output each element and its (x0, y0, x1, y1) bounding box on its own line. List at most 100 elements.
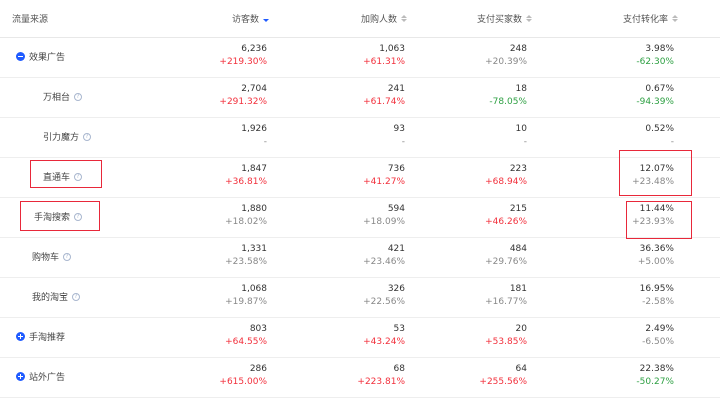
row-label: 手淘推荐 (29, 333, 66, 343)
table-header: 流量来源 访客数 加购人数 支付买家数 支付转化率 (0, 0, 720, 38)
visitors-value: 1,331 (241, 244, 267, 254)
carts-value: 53 (393, 324, 405, 334)
visitors-value: 803 (249, 324, 267, 334)
column-label: 流量来源 (12, 15, 49, 25)
help-icon[interactable]: ? (72, 292, 81, 301)
highlight-box (626, 201, 692, 239)
column-label: 支付转化率 (623, 15, 669, 25)
buyers-value: 223 (509, 164, 527, 174)
conversion-value: 36.36% (639, 244, 674, 254)
table-row: 引力魔方 ? 1,926 - 93 - 10 - 0.52% - (0, 118, 720, 158)
buyers-change: +20.39% (485, 57, 527, 67)
table-row: 我的淘宝 ? 1,068 +19.87% 326 +22.56% 181 +16.77… (0, 278, 720, 318)
visitors-value: 1,926 (241, 124, 267, 134)
conversion-change: -50.27% (636, 377, 674, 387)
visitors-change: +36.81% (225, 177, 267, 187)
buyers-value: 20 (515, 324, 527, 334)
visitors-change: - (263, 137, 267, 147)
buyers-value: 215 (509, 204, 527, 214)
carts-value: 1,063 (379, 44, 405, 54)
column-header-conversion[interactable]: 支付转化率 (623, 12, 679, 25)
sort-icon[interactable] (401, 15, 408, 22)
carts-change: +22.56% (363, 297, 405, 307)
buyers-change: +255.56% (479, 377, 527, 387)
buyers-change: +46.26% (485, 217, 527, 227)
column-header-visitors[interactable]: 访客数 (232, 12, 270, 25)
visitors-change: +219.30% (219, 57, 267, 67)
column-header-buyers[interactable]: 支付买家数 (477, 12, 533, 25)
help-icon[interactable]: ? (83, 132, 92, 141)
buyers-change: - (523, 137, 527, 147)
buyers-value: 10 (515, 124, 527, 134)
table-row: 手淘推荐 803 +64.55% 53 +43.24% 20 +53.85% 2.49… (0, 318, 720, 358)
row-label: 效果广告 (29, 53, 66, 63)
buyers-value: 18 (515, 84, 527, 94)
visitors-change: +18.02% (225, 217, 267, 227)
visitors-change: +615.00% (219, 377, 267, 387)
buyers-value: 484 (509, 244, 527, 254)
column-header-source: 流量来源 (12, 12, 48, 25)
buyers-change: +29.76% (485, 257, 527, 267)
highlight-box (619, 150, 692, 196)
table-row: 站外广告 286 +615.00% 68 +223.81% 64 +255.56% 2… (0, 358, 720, 398)
row-label: 万相台 (43, 93, 71, 103)
buyers-value: 248 (509, 44, 527, 54)
column-label: 支付买家数 (477, 15, 523, 25)
conversion-change: -6.50% (642, 337, 674, 347)
carts-value: 241 (387, 84, 405, 94)
sort-icon[interactable] (672, 15, 679, 22)
visitors-value: 1,847 (241, 164, 267, 174)
buyers-value: 64 (515, 364, 527, 374)
conversion-change: +23.93% (632, 217, 674, 227)
table-row: 万相台 ? 2,704 +291.32% 241 +61.74% 18 -78.05%… (0, 78, 720, 118)
conversion-change: -62.30% (636, 57, 674, 67)
carts-change: +41.27% (363, 177, 405, 187)
visitors-change: +23.58% (225, 257, 267, 267)
conversion-value: 22.38% (639, 364, 674, 374)
conversion-value: 12.07% (639, 164, 674, 174)
highlight-box (30, 160, 102, 188)
conversion-change: -94.39% (636, 97, 674, 107)
carts-change: +23.46% (363, 257, 405, 267)
visitors-change: +64.55% (225, 337, 267, 347)
help-icon[interactable]: ? (74, 92, 83, 101)
highlight-box (20, 201, 100, 231)
conversion-value: 16.95% (639, 284, 674, 294)
table-row: 直通车 ? 1,847 +36.81% 736 +41.27% 223 +68.94%… (0, 158, 720, 198)
help-icon[interactable]: ? (63, 252, 72, 261)
column-label: 加购人数 (361, 15, 398, 25)
conversion-change: - (670, 137, 674, 147)
row-label: 直通车 (43, 173, 71, 183)
conversion-change: -2.58% (642, 297, 674, 307)
sort-desc-icon[interactable] (263, 15, 270, 22)
visitors-value: 6,236 (241, 44, 267, 54)
visitors-value: 286 (249, 364, 267, 374)
visitors-value: 1,068 (241, 284, 267, 294)
buyers-change: +68.94% (485, 177, 527, 187)
carts-change: +61.74% (363, 97, 405, 107)
conversion-value: 0.52% (645, 124, 674, 134)
row-label: 购物车 (32, 253, 60, 263)
visitors-change: +19.87% (225, 297, 267, 307)
carts-change: - (401, 137, 405, 147)
conversion-value: 0.67% (645, 84, 674, 94)
buyers-value: 181 (509, 284, 527, 294)
collapse-icon[interactable] (16, 52, 25, 61)
expand-icon[interactable] (16, 332, 25, 341)
sort-icon[interactable] (526, 15, 533, 22)
visitors-value: 2,704 (241, 84, 267, 94)
buyers-change: -78.05% (489, 97, 527, 107)
carts-value: 421 (387, 244, 405, 254)
table-row: 手淘搜索 ? 1,880 +18.02% 594 +18.09% 215 +46.26… (0, 198, 720, 238)
carts-change: +61.31% (363, 57, 405, 67)
visitors-value: 1,880 (241, 204, 267, 214)
help-icon[interactable]: ? (74, 212, 83, 221)
column-header-carts[interactable]: 加购人数 (361, 12, 408, 25)
conversion-value: 11.44% (639, 204, 674, 214)
buyers-change: +16.77% (485, 297, 527, 307)
table-row: 购物车 ? 1,331 +23.58% 421 +23.46% 484 +29.76%… (0, 238, 720, 278)
expand-icon[interactable] (16, 372, 25, 381)
conversion-value: 2.49% (645, 324, 674, 334)
table-row: 效果广告 6,236 +219.30% 1,063 +61.31% 248 +20.3… (0, 38, 720, 78)
help-icon[interactable]: ? (74, 172, 83, 181)
